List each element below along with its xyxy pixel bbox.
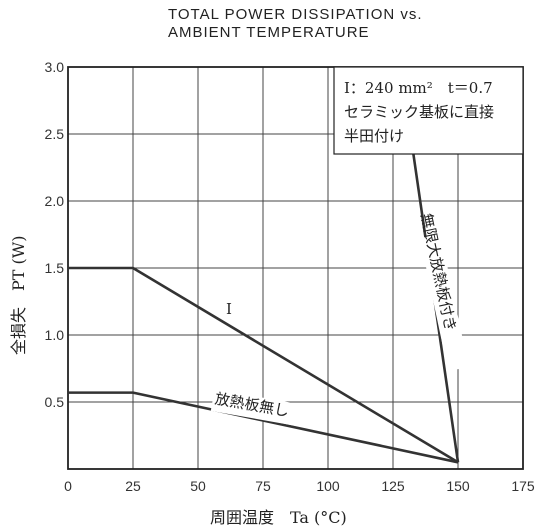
series-label-I: I [226,300,232,318]
y-tick-label: 1.5 [45,260,65,276]
annotation-line1: I：240 mm² t＝0.7 [344,79,493,97]
series-line-1 [68,391,459,464]
annotation-box: I：240 mm² t＝0.7 セラミック基板に直接 半田付け [333,66,524,155]
x-tick-labels: 0 25 50 75 100 125 150 175 [64,478,535,494]
x-tick-label: 100 [316,478,340,494]
chart-title-line1: TOTAL POWER DISSIPATION vs. [168,6,423,23]
x-axis-label: 周囲温度 Ta (°C) [210,508,347,527]
x-tick-label: 75 [255,478,271,494]
series-line-0 [68,266,459,464]
x-tick-label: 125 [381,478,405,494]
x-tick-label: 50 [190,478,206,494]
y-tick-label: 2.5 [45,126,65,142]
y-axis-label: 全損失 PT (W) [9,236,28,355]
y-tick-label: 1.0 [45,327,65,343]
y-tick-label: 3.0 [45,59,65,75]
x-tick-label: 150 [446,478,470,494]
annotation-line2: セラミック基板に直接 [344,103,494,121]
annotation-line3: 半田付け [344,127,404,145]
x-tick-label: 25 [125,478,141,494]
label-background [210,389,306,427]
y-tick-label: 2.0 [45,193,65,209]
y-tick-label: 0.5 [45,394,65,410]
x-tick-label: 0 [64,478,72,494]
y-tick-labels: 0.5 1.0 1.5 2.0 2.5 3.0 [45,59,65,410]
x-tick-label: 175 [511,478,535,494]
chart-title-line2: AMBIENT TEMPERATURE [168,24,370,41]
label-background-infinite [419,233,469,372]
annotation-frame [333,66,524,155]
series-label-infinite-heatsink: 無限大放熱板付き [417,212,460,333]
